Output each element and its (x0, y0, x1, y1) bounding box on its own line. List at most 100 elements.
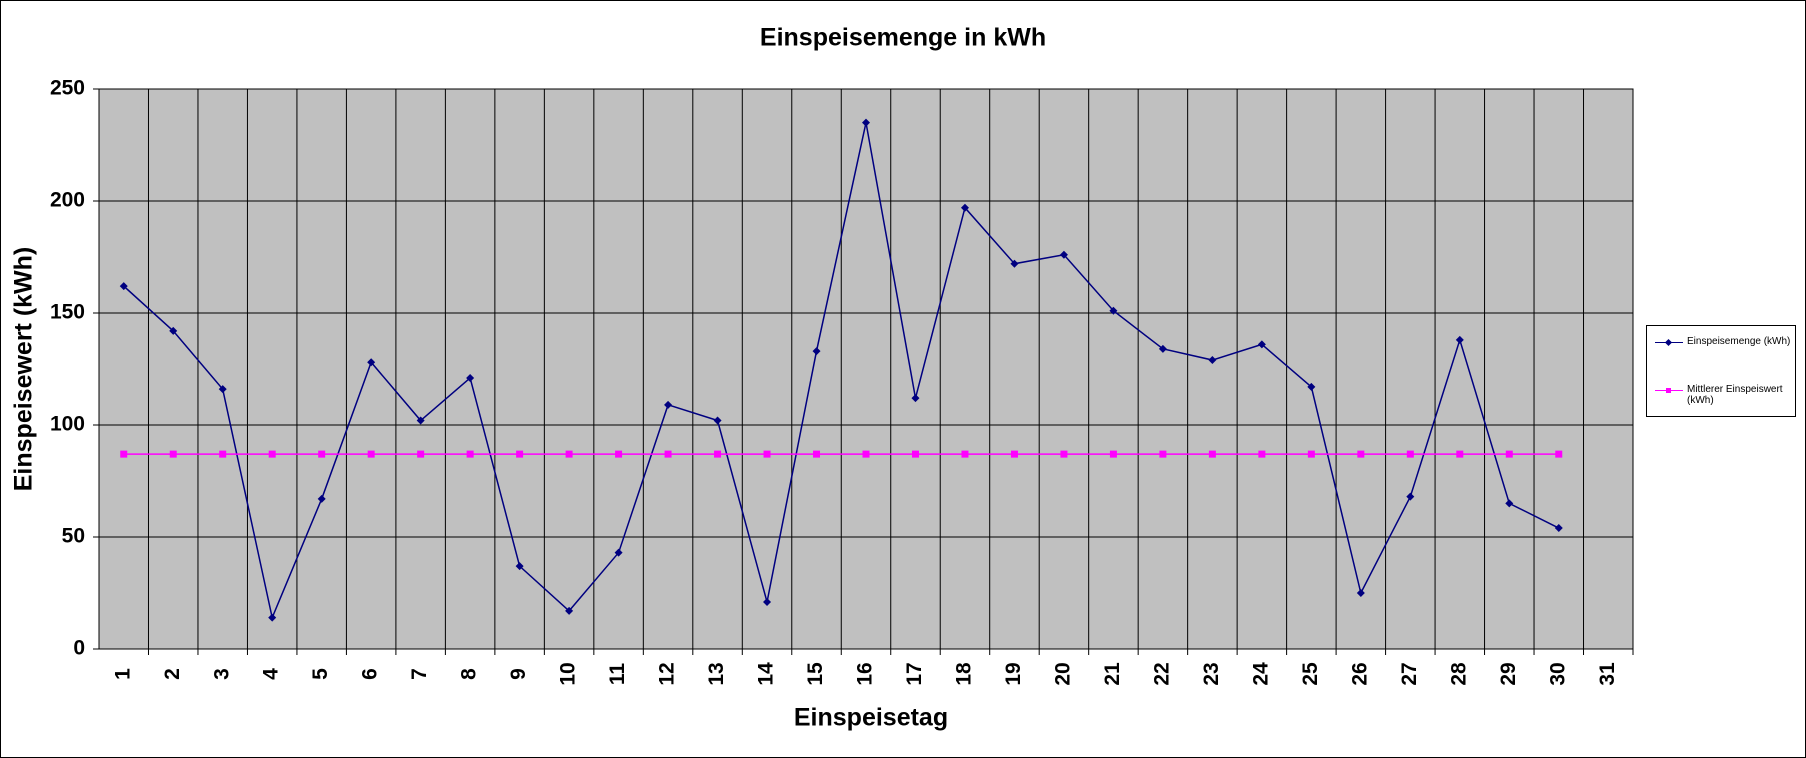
x-tick-label: 13 (705, 662, 728, 685)
point (1158, 344, 1167, 353)
series-line (123, 122, 1560, 621)
y-tick-label: 100 (50, 413, 85, 436)
legend-label: Mittlerer Einspeiswert (kWh) (1687, 384, 1783, 406)
point (763, 597, 772, 606)
point (961, 450, 969, 458)
point (1505, 499, 1514, 508)
point (1109, 450, 1117, 458)
point (169, 326, 178, 335)
x-tick-label: 23 (1200, 662, 1223, 685)
point (714, 450, 722, 458)
x-axis-label: Einspeisetag (794, 704, 948, 732)
point (1159, 450, 1167, 458)
x-tick-label: 3 (210, 668, 233, 680)
point (614, 548, 623, 557)
legend-marker (1666, 388, 1671, 393)
point (119, 282, 128, 291)
x-tick-label: 25 (1299, 662, 1322, 686)
point (466, 450, 474, 458)
point (317, 494, 326, 503)
point (1356, 589, 1365, 597)
x-tick-label: 12 (656, 662, 679, 685)
x-tick-label: 14 (755, 662, 778, 686)
x-tick-label: 28 (1447, 662, 1470, 686)
point (812, 347, 821, 356)
x-tick-label: 7 (408, 668, 431, 680)
legend-marker (1664, 338, 1673, 347)
point (1455, 335, 1464, 344)
point (367, 358, 376, 367)
y-tick-label: 0 (73, 637, 85, 660)
point (515, 562, 524, 571)
x-tick-label: 30 (1546, 662, 1569, 685)
x-tick-label: 22 (1150, 662, 1173, 685)
y-axis-label: Einspeisewert (kWh) (10, 247, 38, 492)
point (1307, 450, 1315, 458)
point (911, 394, 920, 403)
point (1357, 450, 1365, 458)
point (664, 450, 672, 458)
point (1456, 450, 1464, 458)
point (1554, 524, 1563, 533)
x-tick-label: 24 (1249, 662, 1272, 686)
x-tick-label: 26 (1348, 662, 1371, 685)
x-tick-label: 31 (1596, 662, 1619, 686)
point (1109, 306, 1118, 315)
x-tick-label: 16 (854, 662, 877, 685)
x-tick-label: 4 (260, 668, 283, 680)
point (862, 118, 870, 127)
point (1555, 450, 1563, 458)
point (960, 203, 969, 212)
point (1406, 492, 1415, 501)
x-tick-label: 27 (1398, 662, 1421, 685)
point (1208, 356, 1217, 365)
point (218, 385, 227, 394)
point (565, 450, 573, 458)
x-tick-label: 6 (359, 668, 382, 680)
legend: Einspeisemenge (kWh) Mittlerer Einspeiswe… (1646, 325, 1796, 417)
point (219, 450, 227, 458)
point (911, 450, 919, 458)
point (1505, 450, 1513, 458)
legend-label: Einspeisemenge (kWh) (1687, 336, 1791, 347)
x-tick-label: 2 (161, 668, 184, 680)
point (615, 450, 623, 458)
point (1010, 450, 1018, 458)
point (1060, 450, 1068, 458)
point (268, 613, 277, 622)
x-tick-label: 15 (804, 662, 827, 686)
x-tick-label: 20 (1051, 662, 1074, 685)
y-tick-label: 250 (50, 77, 85, 100)
x-tick-label: 19 (1002, 662, 1025, 685)
x-tick-label: 17 (903, 662, 926, 685)
y-tick-label: 50 (62, 525, 85, 548)
point (1059, 250, 1068, 259)
point (318, 450, 326, 458)
chart-title: Einspeisemenge in kWh (760, 24, 1046, 52)
point (664, 400, 673, 409)
point (713, 416, 722, 425)
point (1406, 450, 1414, 458)
x-tick-label: 21 (1101, 662, 1124, 686)
point (1307, 382, 1316, 391)
x-tick-label: 18 (953, 662, 976, 686)
x-tick-label: 1 (111, 668, 134, 680)
point (763, 450, 771, 458)
x-tick-label: 29 (1497, 662, 1520, 685)
x-tick-label: 10 (557, 662, 580, 685)
y-tick-label: 150 (50, 301, 85, 324)
point (268, 450, 276, 458)
point (1257, 340, 1266, 349)
point (516, 450, 524, 458)
point (565, 606, 574, 615)
point (862, 450, 870, 458)
plot-area (98, 88, 1634, 650)
point (417, 450, 425, 458)
point (466, 373, 475, 382)
point (1010, 259, 1019, 268)
y-tick-label: 200 (50, 189, 85, 212)
point (169, 450, 177, 458)
point (813, 450, 821, 458)
